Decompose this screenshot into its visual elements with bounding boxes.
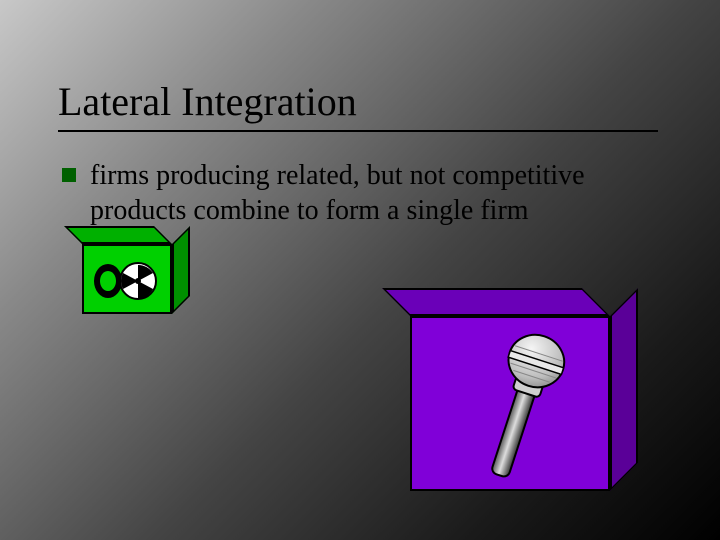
slide: Lateral Integration firms producing rela… <box>0 0 720 540</box>
green-box <box>82 226 192 321</box>
purple-box-side <box>610 288 638 491</box>
green-box-top <box>64 226 172 244</box>
microphone-icon <box>454 328 584 488</box>
film-reel-icon <box>88 260 166 302</box>
title-underline <box>58 130 658 132</box>
green-box-side <box>172 226 190 314</box>
purple-box-top <box>382 288 610 316</box>
bullet-text: firms producing related, but not competi… <box>90 158 662 228</box>
purple-box <box>410 288 648 503</box>
bullet-item: firms producing related, but not competi… <box>62 158 662 228</box>
bullet-marker <box>62 168 76 182</box>
slide-title: Lateral Integration <box>58 78 357 125</box>
